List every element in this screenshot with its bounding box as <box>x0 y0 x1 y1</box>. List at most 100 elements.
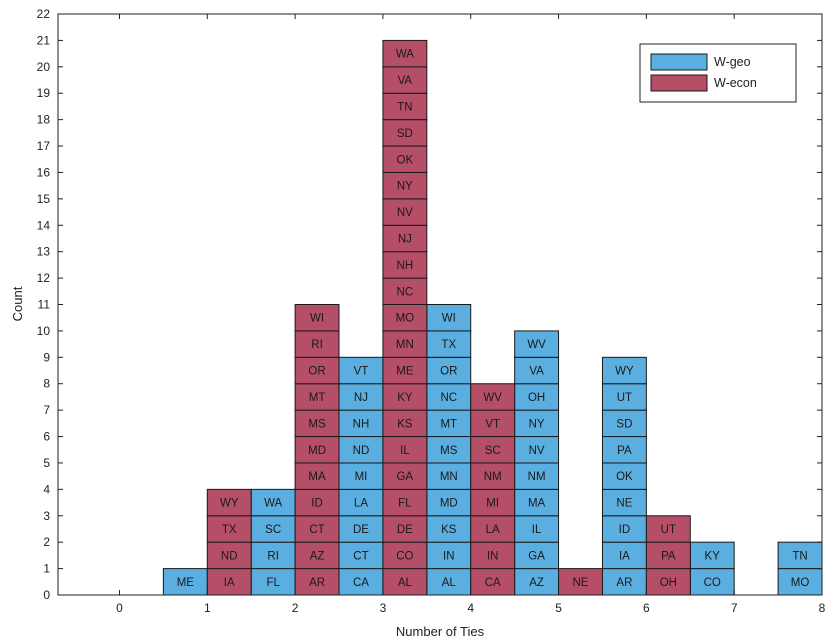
cell-label: UT <box>661 524 676 536</box>
cell-label: MD <box>440 498 458 510</box>
bar-cell <box>645 568 691 596</box>
y-tick-label: 17 <box>37 139 51 153</box>
y-tick-label: 1 <box>43 562 50 576</box>
y-tick-label: 21 <box>37 33 51 47</box>
cell-label: AZ <box>310 550 325 562</box>
x-axis-label: Number of Ties <box>396 624 485 639</box>
y-tick-label: 7 <box>43 403 50 417</box>
bar-cell <box>601 409 647 438</box>
legend-label-w-geo: W-geo <box>714 55 751 69</box>
bar-cell <box>382 304 428 332</box>
bar-cell <box>558 568 603 596</box>
legend-swatch-w-geo <box>650 53 708 71</box>
bar-w-econ-x6: OH PA UT <box>645 515 691 596</box>
cell-label: ID <box>311 498 323 510</box>
y-tick-label: 2 <box>43 535 50 549</box>
cell-label: TN <box>792 550 807 562</box>
cell-label: OH <box>528 392 545 404</box>
y-tick-label: 6 <box>43 430 50 444</box>
cell-label: MS <box>308 418 326 430</box>
y-tick-label: 4 <box>43 482 50 496</box>
bar-cell <box>206 515 252 543</box>
cell-label: MI <box>355 471 368 483</box>
bar-cell <box>514 330 560 358</box>
cell-label: AZ <box>529 577 544 589</box>
bar-cell <box>382 568 428 596</box>
cell-label: SD <box>616 418 632 430</box>
y-tick-label: 5 <box>43 456 50 470</box>
cell-label: MO <box>791 577 810 589</box>
cell-label: CT <box>353 550 368 562</box>
y-axis-label: Count <box>10 286 25 321</box>
y-tick-label: 15 <box>37 192 51 206</box>
cell-label: MD <box>308 445 326 457</box>
y-tick-label: 3 <box>43 509 50 523</box>
bar-cell <box>645 515 691 543</box>
cell-label: CA <box>353 577 369 589</box>
cell-label: TX <box>222 524 237 536</box>
bar-cell <box>470 462 516 490</box>
x-tick-label: 7 <box>731 601 738 615</box>
bar-cell <box>514 409 560 438</box>
x-tick-label: 4 <box>467 601 474 615</box>
cell-label: NC <box>440 392 457 404</box>
cell-label: PA <box>661 550 676 562</box>
bar-cell <box>206 488 252 517</box>
bar-cell <box>382 198 428 226</box>
bar-cell <box>382 409 428 438</box>
y-tick-label: 16 <box>37 165 51 179</box>
bar-cell <box>382 436 428 464</box>
bar-cell <box>294 330 340 358</box>
legend-swatch-w-econ <box>650 74 708 92</box>
cell-label: MT <box>309 392 326 404</box>
cell-label: ND <box>221 550 238 562</box>
y-tick-label: 19 <box>37 86 51 100</box>
bar-cell <box>206 541 252 570</box>
cell-label: NE <box>573 577 589 589</box>
bar-cell <box>514 462 560 490</box>
bar-cell <box>426 356 472 385</box>
cell-label: VA <box>398 75 413 87</box>
cell-label: NC <box>397 286 414 298</box>
cell-label: RI <box>267 550 279 562</box>
x-tick-label: 3 <box>380 601 387 615</box>
x-tick-label: 8 <box>819 601 825 615</box>
bar-cell <box>777 568 823 596</box>
bar-w-econ-x3: AL CO DE FL GA IL KS KY ME MN MO NC NH NJ NV NY OK SD TN VA… <box>382 39 428 596</box>
y-tick-label: 18 <box>37 113 51 127</box>
cell-label: OK <box>397 154 414 166</box>
bar-w-geo-x5: AZ GA IL MA NM NV NY OH VA WV <box>514 330 560 596</box>
x-tick-label: 5 <box>555 601 562 615</box>
bar-cell <box>382 356 428 385</box>
cell-label: LA <box>486 524 500 536</box>
bar-cell <box>382 145 428 173</box>
cell-label: WA <box>396 49 414 61</box>
cell-label: LA <box>354 498 368 510</box>
cell-label: MI <box>486 498 499 510</box>
y-tick-label: 22 <box>37 7 51 21</box>
cell-label: NH <box>353 418 370 430</box>
cell-label: KY <box>705 550 721 562</box>
cell-label: OR <box>308 366 325 378</box>
bar-w-geo-x4: AL IN KS MD MN MS MT NC OR TX WI <box>426 304 472 596</box>
cell-label: IN <box>487 550 499 562</box>
bar-cell <box>470 409 516 438</box>
legend: W-geo W-econ <box>639 43 797 103</box>
cell-label: RI <box>311 339 323 351</box>
bar-cell <box>382 462 428 490</box>
bar-cell <box>645 541 691 570</box>
cell-label: CO <box>704 577 721 589</box>
cell-label: OR <box>440 366 457 378</box>
bar-cell <box>689 541 735 570</box>
cell-label: AR <box>616 577 632 589</box>
cell-label: NJ <box>354 392 368 404</box>
x-tick-label: 1 <box>204 601 211 615</box>
cell-label: IL <box>532 524 542 536</box>
cell-label: DE <box>353 524 369 536</box>
cell-label: SD <box>397 128 413 140</box>
cell-label: NV <box>529 445 545 457</box>
legend-label-w-econ: W-econ <box>714 76 757 90</box>
cell-label: WY <box>220 498 239 510</box>
bar-cell <box>426 436 472 464</box>
